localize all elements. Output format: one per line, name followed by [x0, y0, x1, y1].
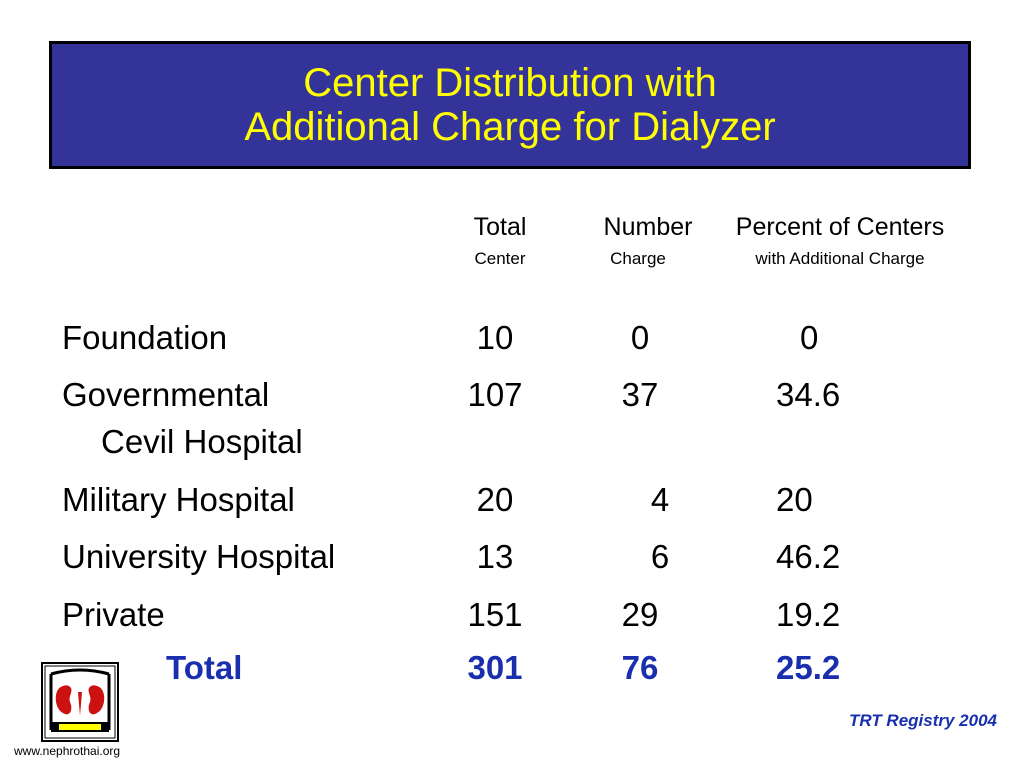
row-percent-value: 46.2	[776, 538, 841, 575]
kidney-icon	[44, 665, 116, 739]
row-number-value: 6	[650, 538, 670, 575]
row-total-value: 107	[467, 376, 523, 413]
row-label: Private	[62, 596, 165, 633]
column-header-percent: Percent of Centers with Additional Charg…	[718, 212, 962, 270]
title-banner: Center Distribution with Additional Char…	[49, 41, 971, 169]
row-total-value: 151	[467, 596, 523, 633]
row-number-value: 4	[650, 481, 670, 518]
nephrology-society-logo	[41, 662, 119, 742]
row-label: Governmental	[62, 376, 270, 413]
total-center-value: 301	[467, 649, 523, 686]
column-header-total: Total Center	[450, 212, 550, 270]
table-row-governmental: Governmental 107 37 34.6	[0, 375, 1024, 425]
row-number-value: 29	[621, 596, 659, 633]
total-percent-value: 25.2	[776, 649, 841, 686]
row-percent-value: 34.6	[776, 376, 841, 413]
total-label: Total	[166, 649, 243, 686]
table-row-military-hospital: Military Hospital 20 4 20	[0, 480, 1024, 530]
column-header-total-subtitle: Center	[474, 249, 526, 268]
row-number-value: 0	[630, 319, 650, 356]
title-line-1: Center Distribution with	[303, 61, 717, 105]
table-row-university-hospital: University Hospital 13 6 46.2	[0, 537, 1024, 587]
row-label: University Hospital	[62, 538, 336, 575]
row-percent-value: 20	[776, 481, 813, 518]
column-header-percent-title: Percent of Centers	[735, 213, 945, 241]
logo-url: www.nephrothai.org	[14, 744, 121, 758]
row-label: Foundation	[62, 319, 228, 356]
row-number-value: 37	[621, 376, 659, 413]
table-row-foundation: Foundation 10 0 0	[0, 318, 1024, 368]
registry-caption: TRT Registry 2004	[848, 711, 997, 730]
row-sublabel: Cevil Hospital	[101, 423, 303, 460]
row-total-value: 20	[476, 481, 514, 518]
title-line-2: Additional Charge for Dialyzer	[244, 105, 776, 149]
column-header-number-subtitle: Charge	[610, 249, 666, 268]
table-row-total: Total 301 76 25.2	[0, 648, 1024, 698]
column-header-total-title: Total	[473, 213, 527, 241]
column-header-percent-subtitle: with Additional Charge	[755, 249, 925, 268]
table-row-private: Private 151 29 19.2	[0, 595, 1024, 645]
row-label: Military Hospital	[62, 481, 295, 518]
row-percent-value: 19.2	[776, 596, 841, 633]
row-total-value: 10	[476, 319, 514, 356]
column-header-number-title: Number	[603, 213, 693, 241]
column-header-number: Number Charge	[588, 212, 708, 270]
total-number-value: 76	[621, 649, 659, 686]
row-percent-value: 0	[800, 319, 819, 356]
row-total-value: 13	[476, 538, 514, 575]
